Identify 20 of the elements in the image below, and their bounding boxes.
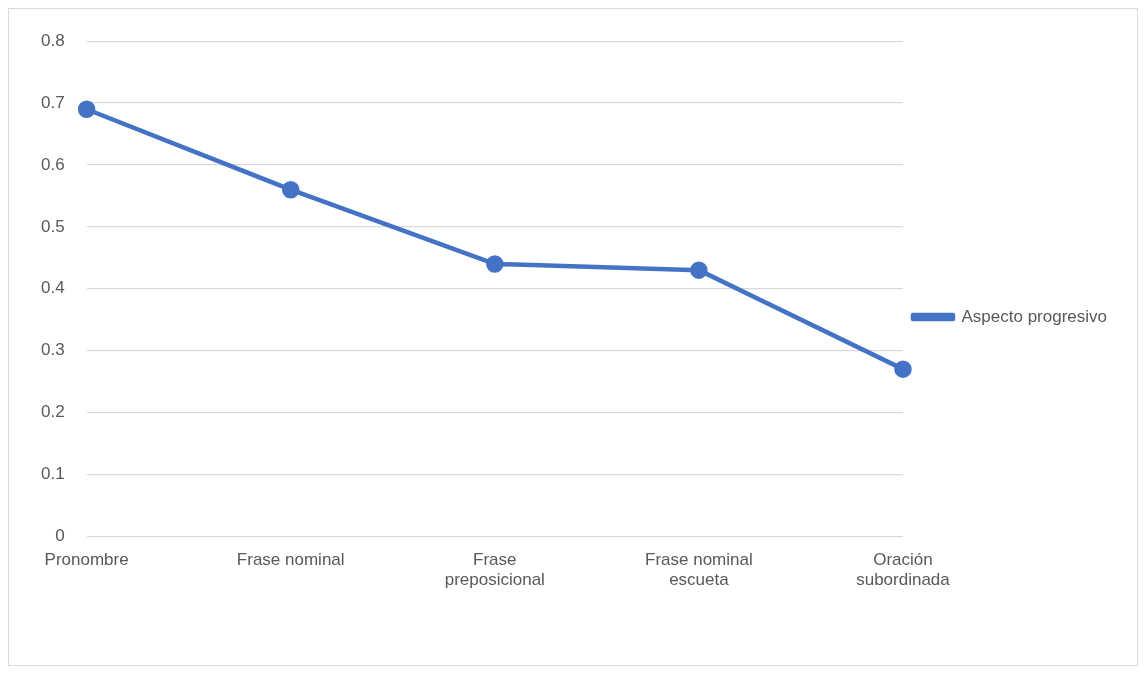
x-tick-label: Frase preposicional: [444, 550, 545, 590]
point: [281, 180, 300, 199]
x-tick-label: Oración subordinada: [856, 550, 951, 590]
y-tick-label: 0: [55, 525, 65, 545]
y-tick-label: 0.7: [40, 92, 65, 112]
point: [486, 255, 504, 273]
point: [77, 100, 96, 119]
x-tick-label: Frase nominal: [236, 550, 345, 570]
y-tick-label: 0.6: [40, 154, 65, 174]
x-tick-label: Pronombre: [44, 550, 129, 570]
y-tick-label: 0.8: [40, 30, 65, 50]
point: [690, 261, 708, 279]
y-tick-label: 0.2: [40, 402, 65, 422]
x-tick-label: Frase nominal escueta: [645, 550, 753, 590]
y-tick-label: 0.4: [40, 278, 65, 298]
y-tick-label: 0.5: [40, 216, 65, 236]
legend-label: Aspecto progresivo: [961, 306, 1108, 326]
y-tick-label: 0.3: [40, 340, 65, 360]
point: [894, 360, 912, 378]
y-tick-label: 0.1: [40, 464, 65, 484]
